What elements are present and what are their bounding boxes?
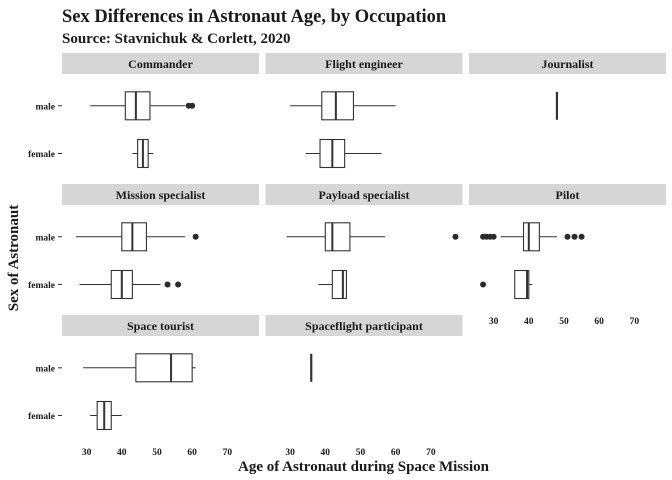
panel-flight-engineer: Flight engineer	[265, 53, 463, 169]
box-male	[83, 353, 196, 383]
facet-strip-label: Mission specialist	[116, 188, 206, 202]
y-tick-label: male	[35, 102, 55, 112]
outlier-point	[189, 102, 196, 109]
panel-payload-specialist: Payload specialist	[265, 184, 463, 300]
outlier-point	[571, 233, 578, 240]
box-female	[480, 269, 533, 300]
outlier-point	[175, 281, 182, 288]
y-tick-label: female	[28, 150, 55, 160]
y-tick-label: male	[35, 364, 55, 374]
box-iqr	[135, 353, 193, 383]
facet-strip	[469, 53, 666, 74]
box-iqr	[121, 222, 147, 252]
facet-strip	[62, 53, 259, 74]
panel-journalist: Journalist	[469, 53, 666, 120]
x-tick-label: 50	[356, 448, 366, 458]
x-tick-label: 40	[117, 448, 127, 458]
x-tick-label: 70	[223, 448, 233, 458]
panel-space-tourist: Space tourist male female 30 40 50 60 70	[28, 315, 259, 458]
facet-strip	[265, 315, 463, 336]
y-axis-label: Sex of Astronaut	[6, 205, 22, 311]
chart-title: Sex Differences in Astronaut Age, by Occ…	[62, 7, 447, 27]
x-tick-label: 60	[594, 317, 604, 327]
y-tick-label: female	[28, 281, 55, 291]
facet-strip	[265, 53, 463, 74]
outlier-point	[452, 233, 459, 240]
x-tick-label: 30	[285, 448, 295, 458]
x-tick-label: 60	[391, 448, 401, 458]
facet-strip-label: Journalist	[541, 57, 593, 71]
box-male	[76, 222, 199, 252]
outlier-point	[480, 281, 487, 288]
facet-strip	[469, 184, 666, 205]
box-female	[305, 138, 382, 169]
facet-panels: Commander male female Flight engineer Journa…	[28, 53, 666, 458]
chart-subtitle: Source: Stavnichuk & Corlett, 2020	[62, 31, 290, 47]
box-iqr	[321, 91, 354, 121]
facet-strip	[265, 184, 463, 205]
outlier-point	[490, 233, 497, 240]
x-tick-label: 70	[630, 317, 640, 327]
outlier-point	[578, 233, 585, 240]
panel-commander: Commander male female	[28, 53, 259, 169]
box-iqr	[331, 269, 347, 300]
x-axis-label: Age of Astronaut during Space Mission	[238, 459, 490, 475]
x-tick-label: 60	[187, 448, 197, 458]
x-tick-label: 50	[559, 317, 569, 327]
x-tick-label: 50	[152, 448, 162, 458]
outlier-point	[164, 281, 171, 288]
facet-strip-label: Commander	[128, 57, 193, 71]
x-tick-label: 40	[321, 448, 331, 458]
x-tick-label: 30	[82, 448, 92, 458]
facet-strip-label: Space tourist	[127, 319, 194, 333]
box-iqr	[124, 91, 151, 121]
x-tick-label: 70	[426, 448, 436, 458]
box-male	[286, 222, 459, 252]
outlier-point	[564, 233, 571, 240]
facet-strip	[62, 184, 259, 205]
box-male	[480, 222, 585, 252]
y-tick-label: female	[28, 412, 55, 422]
box-male	[290, 91, 396, 121]
x-tick-label: 30	[489, 317, 499, 327]
box-iqr	[522, 222, 540, 252]
box-iqr	[514, 269, 530, 300]
facet-strip-label: Spaceflight participant	[305, 319, 423, 333]
outlier-point	[192, 233, 199, 240]
box-iqr	[324, 222, 351, 252]
facet-strip-label: Pilot	[556, 188, 580, 202]
box-female	[318, 269, 347, 300]
panel-mission-specialist: Mission specialist male female	[28, 184, 259, 300]
facet-strip	[62, 315, 259, 336]
facet-strip-label: Payload specialist	[318, 188, 409, 202]
y-tick-label: male	[35, 233, 55, 243]
box-female	[79, 269, 182, 300]
box-female	[90, 400, 122, 431]
panel-spaceflight-participant: Spaceflight participant 30 40 50 60 70	[265, 315, 463, 458]
x-tick-label: 40	[524, 317, 534, 327]
facet-strip-label: Flight engineer	[325, 57, 403, 71]
box-female	[132, 138, 154, 169]
box-male	[90, 91, 196, 121]
panel-pilot: Pilot 30 40 50 60 70	[469, 184, 666, 327]
